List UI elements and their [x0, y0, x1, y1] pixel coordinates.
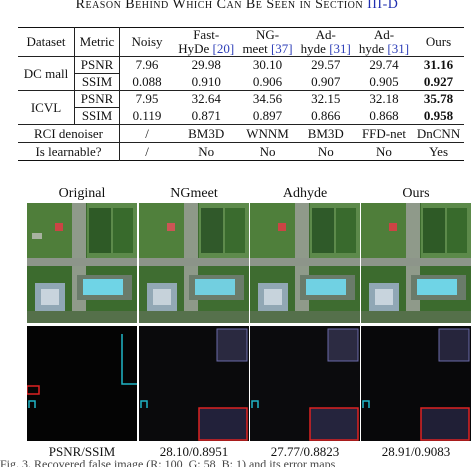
table-row: SSIM 0.088 0.910 0.906 0.907 0.905 0.927 — [18, 73, 464, 91]
metric-adhyde: 27.77/0.8823 — [270, 444, 340, 459]
cell-ngmeet: No — [259, 143, 276, 159]
error-map-ngmeet — [139, 326, 249, 441]
cell-ours: 31.16 — [423, 57, 454, 73]
figure-title-adhyde: Adhyde — [282, 186, 328, 201]
cell-adhyde: 29.57 — [311, 57, 341, 73]
cell-noisy: 0.119 — [132, 107, 162, 123]
cell-dataset: DC mall — [18, 56, 75, 91]
cell-ngmeet: WNNM — [246, 125, 289, 141]
cell-rci-label: RCI denoiser — [18, 124, 120, 143]
figure-title-original: Original — [58, 186, 106, 201]
cell-adhyde: No — [317, 143, 334, 159]
image-adhyde — [250, 203, 360, 323]
error-map-ours — [361, 326, 471, 441]
cell-noisy: 7.95 — [135, 91, 159, 107]
cell-adhyde: 32.15 — [311, 91, 341, 107]
results-table: Dataset Metric Noisy Fast- HyDe [20] NG-m… — [18, 27, 464, 161]
cell-fasthyde: 0.910 — [191, 73, 221, 89]
cell-adhyde: 0.866 — [311, 107, 341, 123]
cell-fasthyde: 29.98 — [191, 57, 221, 73]
figure-title-ngmeet: NGmeet — [170, 186, 218, 201]
table-row: SSIM 0.119 0.871 0.897 0.866 0.868 0.958 — [18, 107, 464, 125]
cell-noisy: / — [145, 125, 149, 141]
cell-ours: 0.927 — [423, 73, 454, 89]
figure-title-ours: Ours — [402, 186, 430, 201]
cell-metric: PSNR — [74, 56, 120, 74]
cell-ours: DnCNN — [416, 125, 461, 141]
header-ngmeet: NG-meet [37] — [242, 27, 293, 56]
table-caption: Reason Behind Which Can Be Seen in Secti… — [0, 0, 474, 18]
table-row-rci: RCI denoiser / BM3D WNNM BM3D FFD-net Dn… — [18, 124, 464, 143]
error-map-original — [27, 326, 137, 441]
table-caption-text: Reason Behind Which Can Be Seen in Secti… — [75, 0, 364, 12]
cell-adhyde-2: 29.74 — [369, 57, 399, 73]
metric-ours: 28.91/0.9083 — [381, 444, 451, 459]
cell-metric: PSNR — [74, 90, 120, 108]
cell-noisy: 7.96 — [135, 57, 159, 73]
header-adhyde: Ad-hyde [31] — [300, 27, 351, 56]
cell-ours: Yes — [429, 143, 449, 159]
cell-metric: SSIM — [74, 73, 120, 91]
cell-metric: SSIM — [74, 107, 120, 125]
table-row-learnable: Is learnable? / No No No No Yes — [18, 142, 464, 161]
cell-ours: 35.78 — [423, 91, 454, 107]
header-adhyde-2: Ad-hyde [31] — [358, 27, 410, 56]
cell-adhyde-2: FFD-net — [361, 125, 407, 141]
header-ours: Ours — [425, 34, 452, 49]
cell-adhyde: 0.907 — [311, 73, 341, 89]
cell-adhyde-2: 32.18 — [369, 91, 399, 107]
header-metric: Metric — [74, 27, 120, 57]
cell-adhyde-2: 0.905 — [369, 73, 399, 89]
cell-ngmeet: 0.897 — [252, 107, 283, 123]
figure-caption: Fig. 3. Recovered false image (R: 100, G… — [0, 457, 336, 467]
image-original — [27, 203, 137, 323]
image-ours — [361, 203, 471, 323]
figure: Original NGmeet Adhyde Ours — [0, 186, 474, 467]
cell-ngmeet: 34.56 — [252, 91, 283, 107]
metric-ngmeet: 28.10/0.8951 — [159, 444, 229, 459]
cell-fasthyde: No — [198, 143, 215, 159]
cell-adhyde-2: No — [376, 143, 392, 159]
table-row: DC mall PSNR 7.96 29.98 30.10 29.57 29.7… — [18, 56, 464, 91]
image-ngmeet — [139, 203, 249, 323]
cell-learnable-label: Is learnable? — [18, 142, 120, 161]
cell-adhyde-2: 0.868 — [369, 107, 399, 123]
cell-fasthyde: 32.64 — [191, 91, 221, 107]
error-map-adhyde — [250, 326, 360, 441]
header-fasthyde: Fast- HyDe [20] — [178, 27, 235, 56]
cell-fasthyde: 0.871 — [191, 107, 221, 123]
cell-ngmeet: 0.906 — [252, 73, 283, 89]
table-header-row: Dataset Metric Noisy Fast- HyDe [20] NG-m… — [18, 27, 464, 57]
table-row: ICVL PSNR 7.95 32.64 34.56 32.15 32.18 3… — [18, 90, 464, 125]
cell-noisy: / — [145, 143, 149, 159]
header-noisy: Noisy — [131, 34, 163, 49]
cell-noisy: 0.088 — [132, 73, 162, 89]
cell-adhyde: BM3D — [307, 125, 344, 141]
section-link[interactable]: III-D — [367, 0, 399, 12]
metric-label: PSNR/SSIM — [48, 444, 116, 459]
cell-fasthyde: BM3D — [188, 125, 225, 141]
header-dataset: Dataset — [18, 27, 75, 57]
cell-dataset: ICVL — [18, 90, 75, 125]
cell-ours: 0.958 — [423, 107, 454, 123]
cell-ngmeet: 30.10 — [252, 57, 283, 73]
